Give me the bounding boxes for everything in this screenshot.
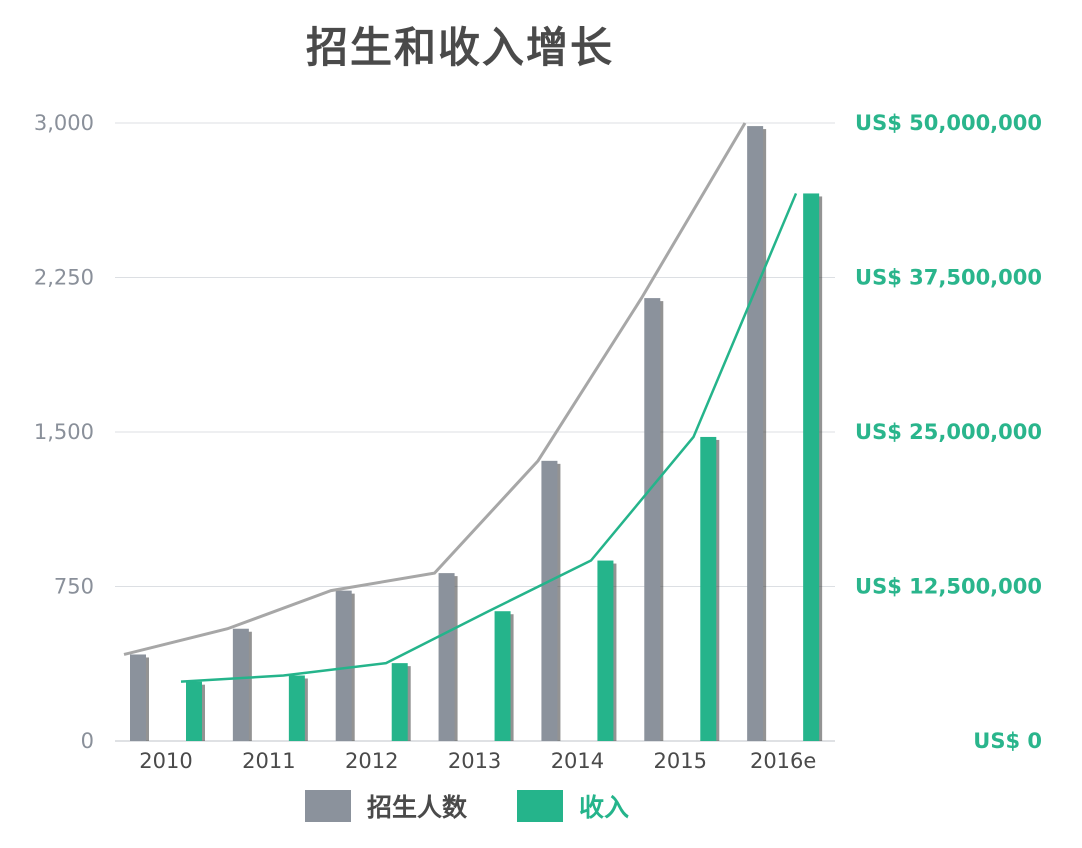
bar-enrollment (541, 460, 558, 741)
legend-swatch-enrollment (305, 790, 351, 822)
x-tick: 2015 (654, 749, 707, 773)
line-revenue (180, 192, 798, 683)
y-tick-right: US$ 12,500,000 (855, 575, 1042, 599)
bar-revenue (391, 663, 408, 741)
y-tick-right: US$ 37,500,000 (855, 266, 1042, 290)
y-tick-left: 0 (81, 729, 94, 753)
y-tick-right: US$ 50,000,000 (855, 111, 1042, 135)
bar-revenue (288, 675, 305, 741)
chart-title: 招生和收入增长 (305, 23, 614, 72)
y-tick-left: 3,000 (34, 111, 94, 135)
bar-enrollment (438, 573, 455, 741)
legend-item-revenue[interactable]: 收入 (517, 788, 629, 824)
legend: 招生人数 收入 (305, 788, 679, 824)
bar-revenue (700, 436, 717, 741)
bar-enrollment (644, 298, 661, 741)
x-tick: 2016e (750, 749, 816, 773)
bar-enrollment (130, 654, 146, 741)
bar-revenue (186, 681, 202, 741)
legend-label-enrollment: 招生人数 (367, 793, 468, 822)
y-tick-right: US$ 25,000,000 (855, 420, 1042, 444)
bar-enrollment (232, 628, 249, 741)
legend-label-revenue: 收入 (579, 793, 630, 822)
bar-enrollment (335, 590, 352, 741)
x-tick: 2011 (242, 749, 295, 773)
bar-revenue (597, 560, 614, 741)
x-tick: 2014 (551, 749, 604, 773)
bar-revenue (803, 193, 820, 741)
bar-enrollment (747, 126, 764, 742)
legend-swatch-revenue (517, 790, 564, 822)
line-enrollment (123, 122, 747, 656)
x-tick: 2012 (345, 749, 398, 773)
y-tick-left: 2,250 (34, 266, 94, 290)
y-tick-right: US$ 0 (973, 729, 1042, 753)
y-tick-left: 1,500 (34, 420, 94, 444)
x-tick: 2010 (139, 749, 192, 773)
legend-item-enrollment[interactable]: 招生人数 (305, 788, 467, 824)
bar-revenue (494, 611, 511, 741)
y-tick-left: 750 (54, 575, 94, 599)
x-tick: 2013 (448, 749, 501, 773)
